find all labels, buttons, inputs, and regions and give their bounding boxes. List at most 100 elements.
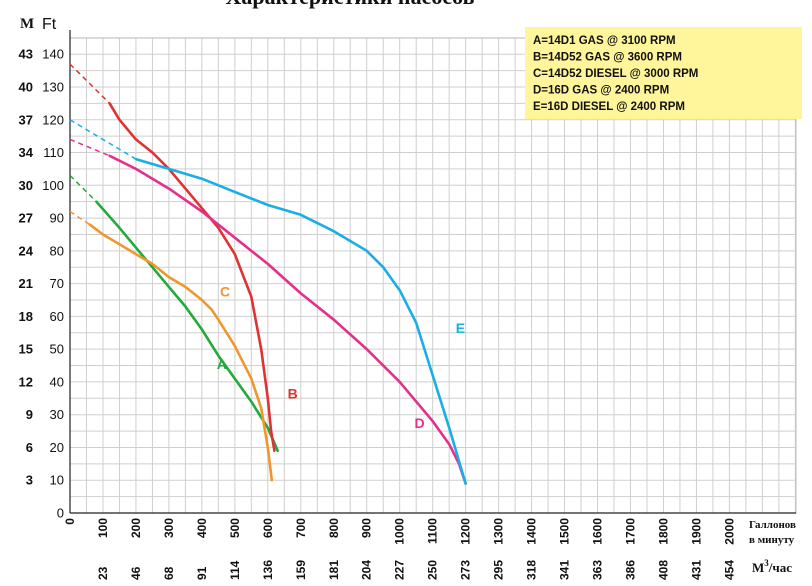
series-C-line	[88, 223, 274, 482]
y-tick-m-label: 21	[19, 276, 33, 291]
legend-entry: D=16D GAS @ 2400 RPM	[533, 85, 669, 97]
y-tick-m-label: 30	[19, 178, 33, 193]
x-tick-gpm-label: 0	[63, 518, 77, 525]
x-tick-m3-label: 386	[623, 560, 637, 580]
x-tick-m3-label: 363	[591, 560, 605, 580]
curve-label-A: A	[217, 356, 227, 372]
y-tick-m-label: 24	[19, 243, 34, 258]
y-tick-ft-label: 60	[50, 309, 64, 324]
x-tick-m3-label: 295	[492, 560, 506, 580]
x-tick-gpm-label: 200	[129, 518, 143, 538]
x-tick-m3-label: 91	[195, 566, 209, 580]
x-tick-m3-label: 454	[722, 560, 736, 580]
y-tick-ft-label: 0	[57, 506, 64, 521]
x-tick-gpm-label: 1200	[459, 518, 473, 545]
x-tick-gpm-label: 100	[96, 518, 110, 538]
legend-box	[525, 27, 802, 119]
y-tick-ft-label: 110	[43, 145, 64, 160]
y-tick-m-label: 27	[19, 211, 33, 226]
series-B-extension	[69, 63, 111, 104]
series-C-extension	[69, 210, 91, 226]
y-tick-m-label: 3	[26, 473, 33, 488]
x-axis-label-line2: в минуту	[749, 534, 795, 546]
y-tick-ft-label: 20	[50, 440, 64, 455]
y-tick-ft-label: 30	[50, 407, 64, 422]
x-tick-m3-label: 23	[96, 566, 110, 580]
curve-labels: A B C D E	[217, 284, 465, 431]
series-A-extension	[69, 174, 97, 203]
y-tick-m-label: 6	[26, 440, 33, 455]
legend-entry: E=16D DIESEL @ 2400 RPM	[533, 101, 685, 113]
y-tick-m-label: 40	[19, 79, 33, 94]
chart-title: Характеристики насосов	[226, 0, 475, 9]
y-tick-m-label: 12	[19, 374, 33, 389]
axes	[69, 30, 796, 514]
x-tick-m3-label: 136	[261, 560, 275, 580]
y-tick-ft-label: 50	[50, 342, 64, 357]
x-tick-m3-label: 68	[162, 566, 176, 580]
x-axis-label-line1: Галлонов	[749, 519, 796, 531]
x-tick-gpm-label: 1500	[558, 518, 572, 545]
x-tick-m3-label: 159	[294, 560, 308, 580]
x-tick-gpm-label: 1900	[689, 518, 703, 545]
meters-axis-label: M	[20, 16, 34, 32]
curve-label-C: C	[220, 284, 230, 300]
x2-axis-label: M3/час	[752, 558, 792, 575]
x-tick-gpm-label: 500	[228, 518, 242, 538]
legend-entry: C=14D52 DIESEL @ 3000 RPM	[533, 68, 698, 80]
curve-label-D: D	[415, 415, 425, 431]
legend-items: A=14D1 GAS @ 3100 RPM B=14D52 GAS @ 3600 …	[533, 35, 698, 113]
x-tick-gpm-label: 700	[294, 518, 308, 538]
x-tick-gpm-label: 1000	[393, 518, 407, 545]
x2-axis-label-base: M	[752, 560, 764, 575]
series-D-extension	[69, 138, 110, 157]
y-tick-m-label: 18	[19, 309, 33, 324]
x-tick-gpm-label: 300	[162, 518, 176, 538]
curve-label-B: B	[288, 385, 298, 401]
y-tick-ft-label: 70	[50, 276, 64, 291]
x-tick-m3-label: 431	[689, 560, 703, 580]
legend-entry: B=14D52 GAS @ 3600 RPM	[533, 52, 682, 64]
y-tick-m-label: 43	[19, 47, 33, 62]
x-tick-m3-label: 46	[129, 566, 143, 580]
curve-label-E: E	[456, 320, 465, 336]
x-tick-gpm-label: 1700	[623, 518, 637, 545]
x-tick-m3-label: 273	[459, 560, 473, 580]
x-tick-gpm-label: 1400	[525, 518, 539, 545]
x-tick-m3-label: 181	[327, 560, 341, 580]
y-axis-ticks: 0 10 20 30 40 50 60 70 80 90 100 110 120 130 140 3 6 9 12 1…	[19, 47, 64, 521]
y-tick-ft-label: 120	[42, 112, 64, 127]
series-A-line	[95, 200, 280, 453]
y-tick-m-label: 37	[19, 112, 33, 127]
y-tick-ft-label: 130	[42, 79, 64, 94]
x-tick-gpm-label: 1600	[591, 518, 605, 545]
legend-entry: A=14D1 GAS @ 3100 RPM	[533, 35, 676, 47]
y-tick-ft-label: 100	[42, 178, 64, 193]
pump-curves	[69, 63, 467, 485]
x-tick-gpm-label: 2000	[722, 518, 736, 545]
x-tick-gpm-label: 1300	[492, 518, 506, 545]
y-tick-m-label: 15	[19, 342, 33, 357]
grid	[69, 37, 797, 514]
x-tick-gpm-label: 800	[327, 518, 341, 538]
x-tick-gpm-label: 900	[360, 518, 374, 538]
x-axis-ticks: 0 100 200 300 400 500 600 700 800 900 1000 1100 1200…	[63, 518, 736, 580]
x-tick-m3-label: 318	[525, 560, 539, 580]
x-tick-gpm-label: 600	[261, 518, 275, 538]
legend: A=14D1 GAS @ 3100 RPM B=14D52 GAS @ 3600 …	[525, 27, 802, 119]
x-tick-gpm-label: 1800	[656, 518, 670, 545]
feet-axis-label: Ft	[42, 16, 57, 33]
y-tick-ft-label: 140	[42, 47, 64, 62]
y-tick-m-label: 9	[26, 407, 33, 422]
y-tick-ft-label: 10	[50, 473, 64, 488]
x2-axis-label-sup: 3	[764, 558, 769, 568]
y-tick-ft-label: 40	[50, 374, 64, 389]
x-tick-m3-label: 408	[656, 560, 670, 580]
x-tick-m3-label: 250	[426, 560, 440, 580]
x-tick-m3-label: 114	[228, 560, 242, 580]
x2-axis-label-tail: /час	[768, 560, 792, 575]
x-tick-m3-label: 204	[360, 560, 374, 580]
y-tick-ft-label: 80	[50, 243, 64, 258]
series-D-line	[108, 154, 467, 485]
